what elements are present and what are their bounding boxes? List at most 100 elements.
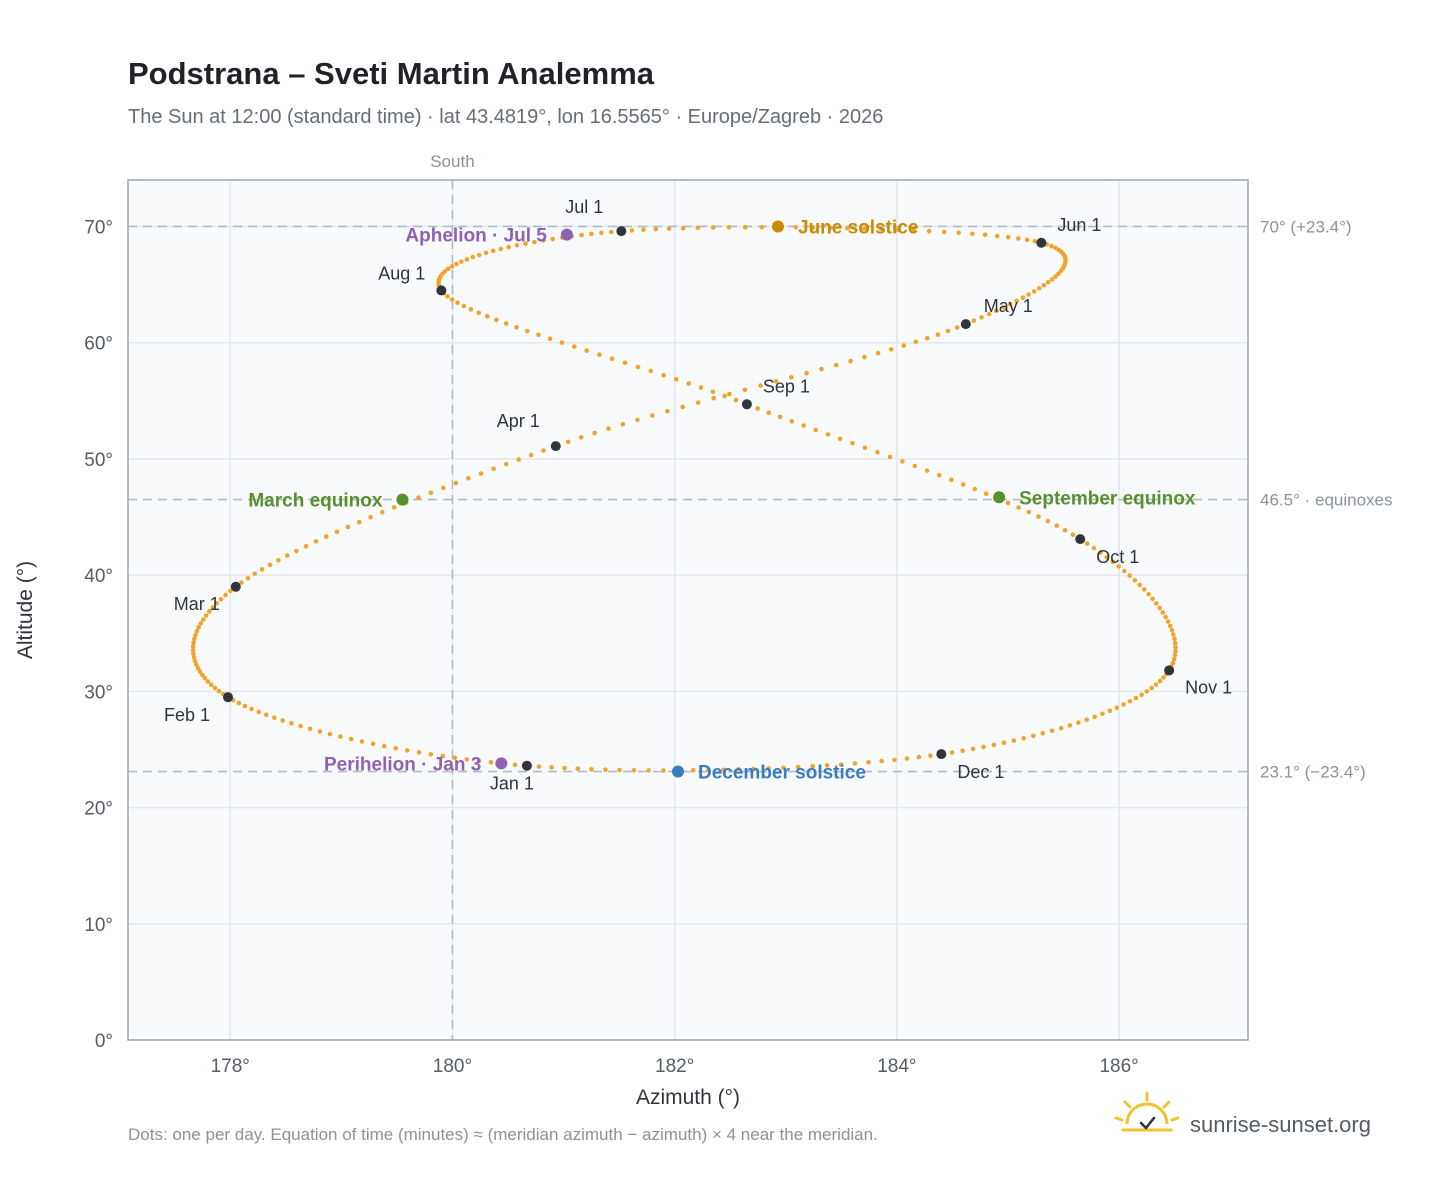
daily-sun-dot [819, 366, 824, 372]
daily-sun-dot [249, 706, 254, 712]
brand-name[interactable]: sunrise-sunset.org [1190, 1112, 1371, 1137]
daily-sun-dot [971, 318, 977, 324]
daily-sun-dot [825, 432, 831, 437]
daily-sun-dot [194, 628, 200, 634]
daily-sun-dot [982, 232, 988, 238]
daily-sun-dot [955, 325, 960, 330]
daily-sun-dot [464, 757, 470, 762]
month-label: Sep 1 [763, 376, 810, 396]
daily-sun-dot [661, 768, 666, 773]
event-marker [772, 220, 784, 233]
daily-sun-dot [711, 396, 716, 401]
daily-sun-dot [503, 461, 509, 467]
daily-sun-dot [766, 410, 772, 416]
daily-sun-dot [1153, 682, 1159, 687]
daily-sun-dot [200, 672, 205, 678]
y-axis-label: Altitude (°) [14, 561, 37, 659]
daily-sun-dot [327, 731, 333, 737]
daily-sun-dot [777, 414, 783, 420]
daily-sun-dot [650, 413, 655, 418]
x-axis-ticks: 178° 180° 182° 184° 186° [211, 1056, 1139, 1077]
daily-sun-dot [1160, 610, 1166, 615]
daily-sun-dot [892, 757, 897, 763]
footer-note: Dots: one per day. Equation of time (min… [128, 1125, 878, 1144]
daily-sun-dot [536, 764, 542, 769]
daily-sun-dot [485, 314, 490, 319]
daily-sun-dot [698, 385, 704, 390]
daily-sun-dot [1041, 283, 1047, 288]
daily-sun-dot [926, 228, 932, 234]
month-label: Oct 1 [1096, 547, 1139, 567]
daily-sun-dot [617, 767, 622, 773]
daily-sun-dot [1171, 632, 1176, 637]
x-tick-label: 180° [433, 1056, 472, 1077]
daily-sun-dot [1091, 545, 1097, 551]
daily-sun-dot [405, 748, 410, 753]
daily-sun-dot [1084, 717, 1089, 723]
daily-sun-dot [1163, 614, 1168, 620]
daily-sun-dot [1171, 656, 1177, 662]
daily-sun-dot [488, 760, 494, 765]
daily-sun-dot [824, 763, 830, 768]
daily-sun-dot [680, 404, 685, 410]
event-marker [495, 757, 508, 770]
month-marker [1036, 237, 1047, 248]
daily-sun-dot [609, 356, 615, 362]
daily-sun-dot [742, 387, 748, 393]
daily-sun-dot [603, 767, 608, 772]
month-label: Jan 1 [490, 774, 534, 794]
daily-sun-dot [956, 230, 961, 236]
daily-sun-dot [789, 419, 795, 424]
daily-sun-dot [370, 741, 376, 747]
daily-sun-dot [264, 712, 269, 718]
daily-sun-dot [641, 227, 646, 232]
daily-sun-dot [743, 224, 748, 230]
daily-sun-dot [1049, 243, 1054, 249]
daily-sun-dot [416, 495, 421, 500]
daily-sun-dot [1132, 578, 1138, 583]
daily-sun-dot [837, 436, 843, 442]
daily-sun-dot [1036, 514, 1041, 519]
daily-sun-dot [239, 580, 244, 585]
daily-sun-dot [218, 596, 224, 602]
daily-sun-dot [356, 519, 362, 525]
daily-sun-dot [913, 339, 919, 345]
month-marker [436, 285, 447, 296]
daily-sun-dot [635, 364, 641, 370]
daily-sun-dot [773, 379, 779, 384]
daily-sun-dot [514, 243, 520, 248]
sun-check-icon [1114, 1091, 1180, 1132]
daily-sun-dot [428, 752, 434, 757]
daily-sun-dot [635, 417, 640, 423]
daily-sun-dot [666, 226, 672, 231]
daily-sun-dot [1045, 518, 1051, 524]
daily-sun-dot [916, 754, 922, 760]
daily-sun-dot [722, 393, 727, 399]
daily-sun-dot [1005, 500, 1011, 506]
daily-sun-dot [606, 426, 611, 431]
daily-sun-dot [924, 468, 930, 473]
daily-sun-dot [646, 768, 651, 773]
daily-sun-dot [912, 463, 918, 469]
daily-sun-dot [1144, 689, 1150, 694]
month-label: Mar 1 [174, 594, 220, 614]
daily-sun-dot [1084, 541, 1090, 546]
daily-sun-dot [193, 632, 198, 638]
chart-subtitle: The Sun at 12:00 (standard time) · lat 4… [128, 106, 883, 128]
daily-sun-dot [494, 317, 499, 323]
daily-sun-dot [478, 471, 484, 476]
daily-sun-dot [1053, 245, 1058, 251]
daily-sun-dot [584, 348, 589, 353]
daily-sun-dot [201, 617, 206, 622]
meridian-line: South [430, 152, 475, 1040]
daily-sun-dot [1070, 532, 1076, 537]
month-marker [521, 760, 532, 771]
daily-sun-dot [1031, 733, 1036, 739]
daily-sun-dot [294, 548, 299, 554]
daily-sun-dot [562, 765, 567, 771]
daily-sun-dot [665, 408, 670, 414]
daily-sun-dot [1016, 505, 1021, 510]
daily-sun-dot [541, 448, 546, 453]
daily-sun-dot [466, 476, 471, 481]
daily-sun-dot [1021, 735, 1026, 741]
